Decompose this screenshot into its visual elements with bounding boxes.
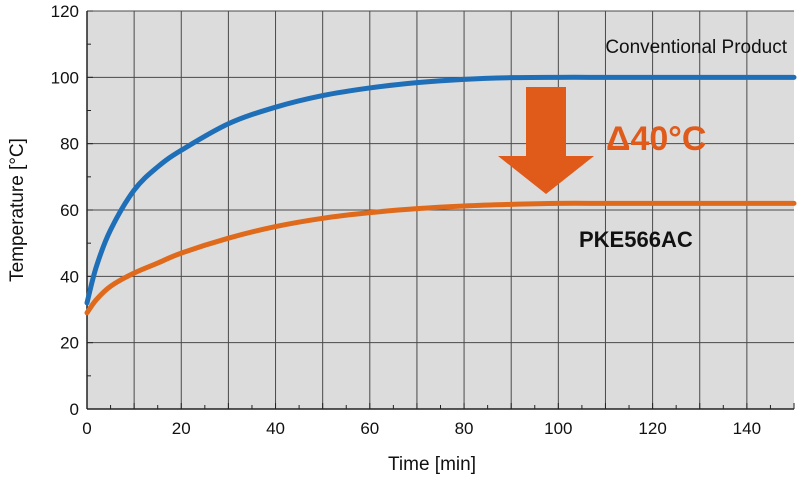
- axes: 0 20 40 60 80 100 120 140 0 20 40 60 80 100 120: [51, 2, 795, 438]
- annotations: Δ40°C Conventional Product PKE566AC: [498, 37, 788, 252]
- x-tick-label: 60: [360, 419, 379, 438]
- delta-temperature-label: Δ40°C: [606, 120, 706, 158]
- delta-arrow-icon: [498, 87, 594, 194]
- x-tick-label: 120: [638, 419, 666, 438]
- series-label-conventional: Conventional Product: [605, 37, 787, 58]
- y-tick-label: 0: [70, 400, 79, 419]
- x-tick-label: 140: [733, 419, 761, 438]
- x-tick-label: 20: [172, 419, 191, 438]
- x-tick-label: 80: [455, 419, 474, 438]
- x-tick-label: 100: [544, 419, 572, 438]
- x-tick-label: 40: [266, 419, 285, 438]
- y-tick-label: 20: [60, 334, 79, 353]
- series-line-conventional: [84, 74, 797, 306]
- y-axis-title: Temperature [°C]: [7, 138, 28, 282]
- x-axis-title: Time [min]: [388, 454, 476, 475]
- y-tick-label: 80: [60, 135, 79, 154]
- y-tick-label: 100: [51, 68, 79, 87]
- y-tick-label: 60: [60, 201, 79, 220]
- y-tick-label: 40: [60, 267, 79, 286]
- y-tick-label: 120: [51, 2, 79, 21]
- series-line-pke566ac: [84, 200, 797, 316]
- series-lines: [84, 74, 797, 316]
- series-label-pke566ac: PKE566AC: [579, 227, 693, 252]
- x-tick-label: 0: [82, 419, 91, 438]
